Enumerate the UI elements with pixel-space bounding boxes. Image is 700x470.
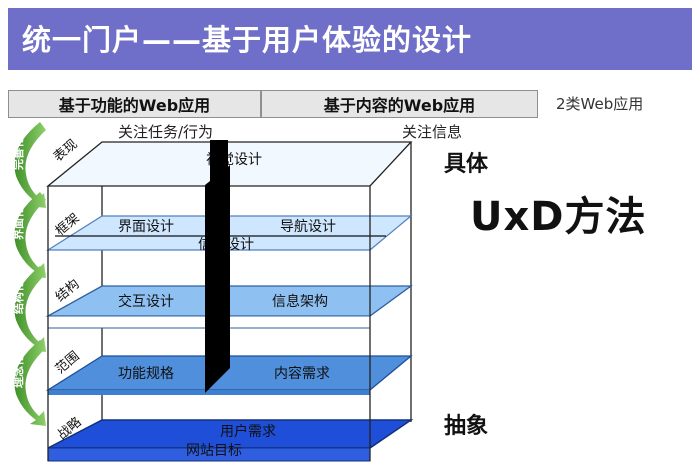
layer-scope: 功能规格 内容需求: [45, 355, 413, 395]
layer-name-surface: 表现: [51, 137, 81, 165]
stage-label: 完善化: [11, 137, 25, 170]
layer-strategy-bottom: 网站目标: [186, 443, 242, 459]
layer-scope-left: 功能规格: [118, 366, 174, 382]
layer-scope-right: 内容需求: [274, 365, 330, 382]
layer-strategy-top: 用户需求: [220, 423, 276, 440]
layer-structure-right: 信息架构: [272, 293, 328, 310]
layer-skeleton-right: 导航设计: [280, 219, 336, 235]
page-title: 统一门户——基于用户体验的设计: [22, 23, 473, 57]
layer-structure-left: 交互设计: [118, 293, 174, 310]
stage-arrow-3: 结构化: [11, 266, 46, 352]
header-note: 2类Web应用: [556, 95, 644, 113]
header-functional-web: 基于功能的Web应用: [8, 90, 261, 118]
concrete-label: 具体: [444, 152, 489, 177]
stage-arrow-2: 界面化: [11, 192, 46, 278]
abstract-label: 抽象: [444, 414, 489, 439]
stage-label: 界面化: [11, 207, 25, 240]
stage-label: 结构化: [11, 281, 25, 315]
layer-skeleton-left: 界面设计: [118, 219, 174, 235]
title-bar: 统一门户——基于用户体验的设计: [8, 8, 692, 70]
stage-arrow-1: 完善化: [11, 122, 46, 208]
focus-task-label: 关注任务/行为: [118, 123, 214, 141]
uxd-method-label: UxD方法: [470, 194, 647, 240]
layer-strategy: 用户需求 网站目标: [47, 419, 414, 462]
stage-arrow-4: 理念化: [11, 340, 46, 426]
stage-label: 理念化: [11, 355, 25, 388]
focus-info-label: 关注信息: [402, 123, 463, 141]
divider-slab: [205, 140, 230, 393]
header-content-web: 基于内容的Web应用: [261, 90, 538, 118]
